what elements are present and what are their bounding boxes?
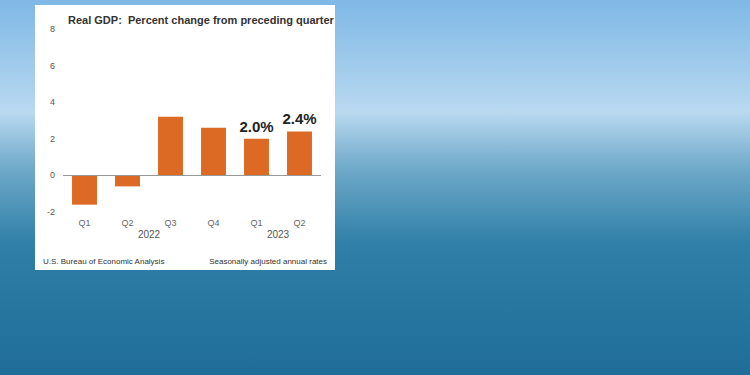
svg-text:4: 4 xyxy=(50,97,55,107)
svg-text:Q2: Q2 xyxy=(293,218,305,228)
svg-text:2022: 2022 xyxy=(138,229,161,240)
svg-text:Q3: Q3 xyxy=(164,218,176,228)
svg-text:U.S. Bureau of Economic Analys: U.S. Bureau of Economic Analysis xyxy=(43,257,164,266)
svg-text:8: 8 xyxy=(50,24,55,34)
svg-text:Real GDP: Percent change from: Real GDP: Percent change from preceding … xyxy=(68,14,335,26)
svg-text:6: 6 xyxy=(50,61,55,71)
svg-text:2023: 2023 xyxy=(267,229,290,240)
svg-text:Q1: Q1 xyxy=(250,218,262,228)
svg-text:2.0%: 2.0% xyxy=(239,118,273,135)
svg-text:Q2: Q2 xyxy=(121,218,133,228)
svg-text:0: 0 xyxy=(50,170,55,180)
svg-text:Q4: Q4 xyxy=(207,218,219,228)
svg-text:Q1: Q1 xyxy=(78,218,90,228)
svg-text:-2: -2 xyxy=(47,207,55,217)
svg-text:2.4%: 2.4% xyxy=(282,110,316,127)
svg-text:2: 2 xyxy=(50,134,55,144)
svg-text:Seasonally adjusted annual rat: Seasonally adjusted annual rates xyxy=(209,257,327,266)
